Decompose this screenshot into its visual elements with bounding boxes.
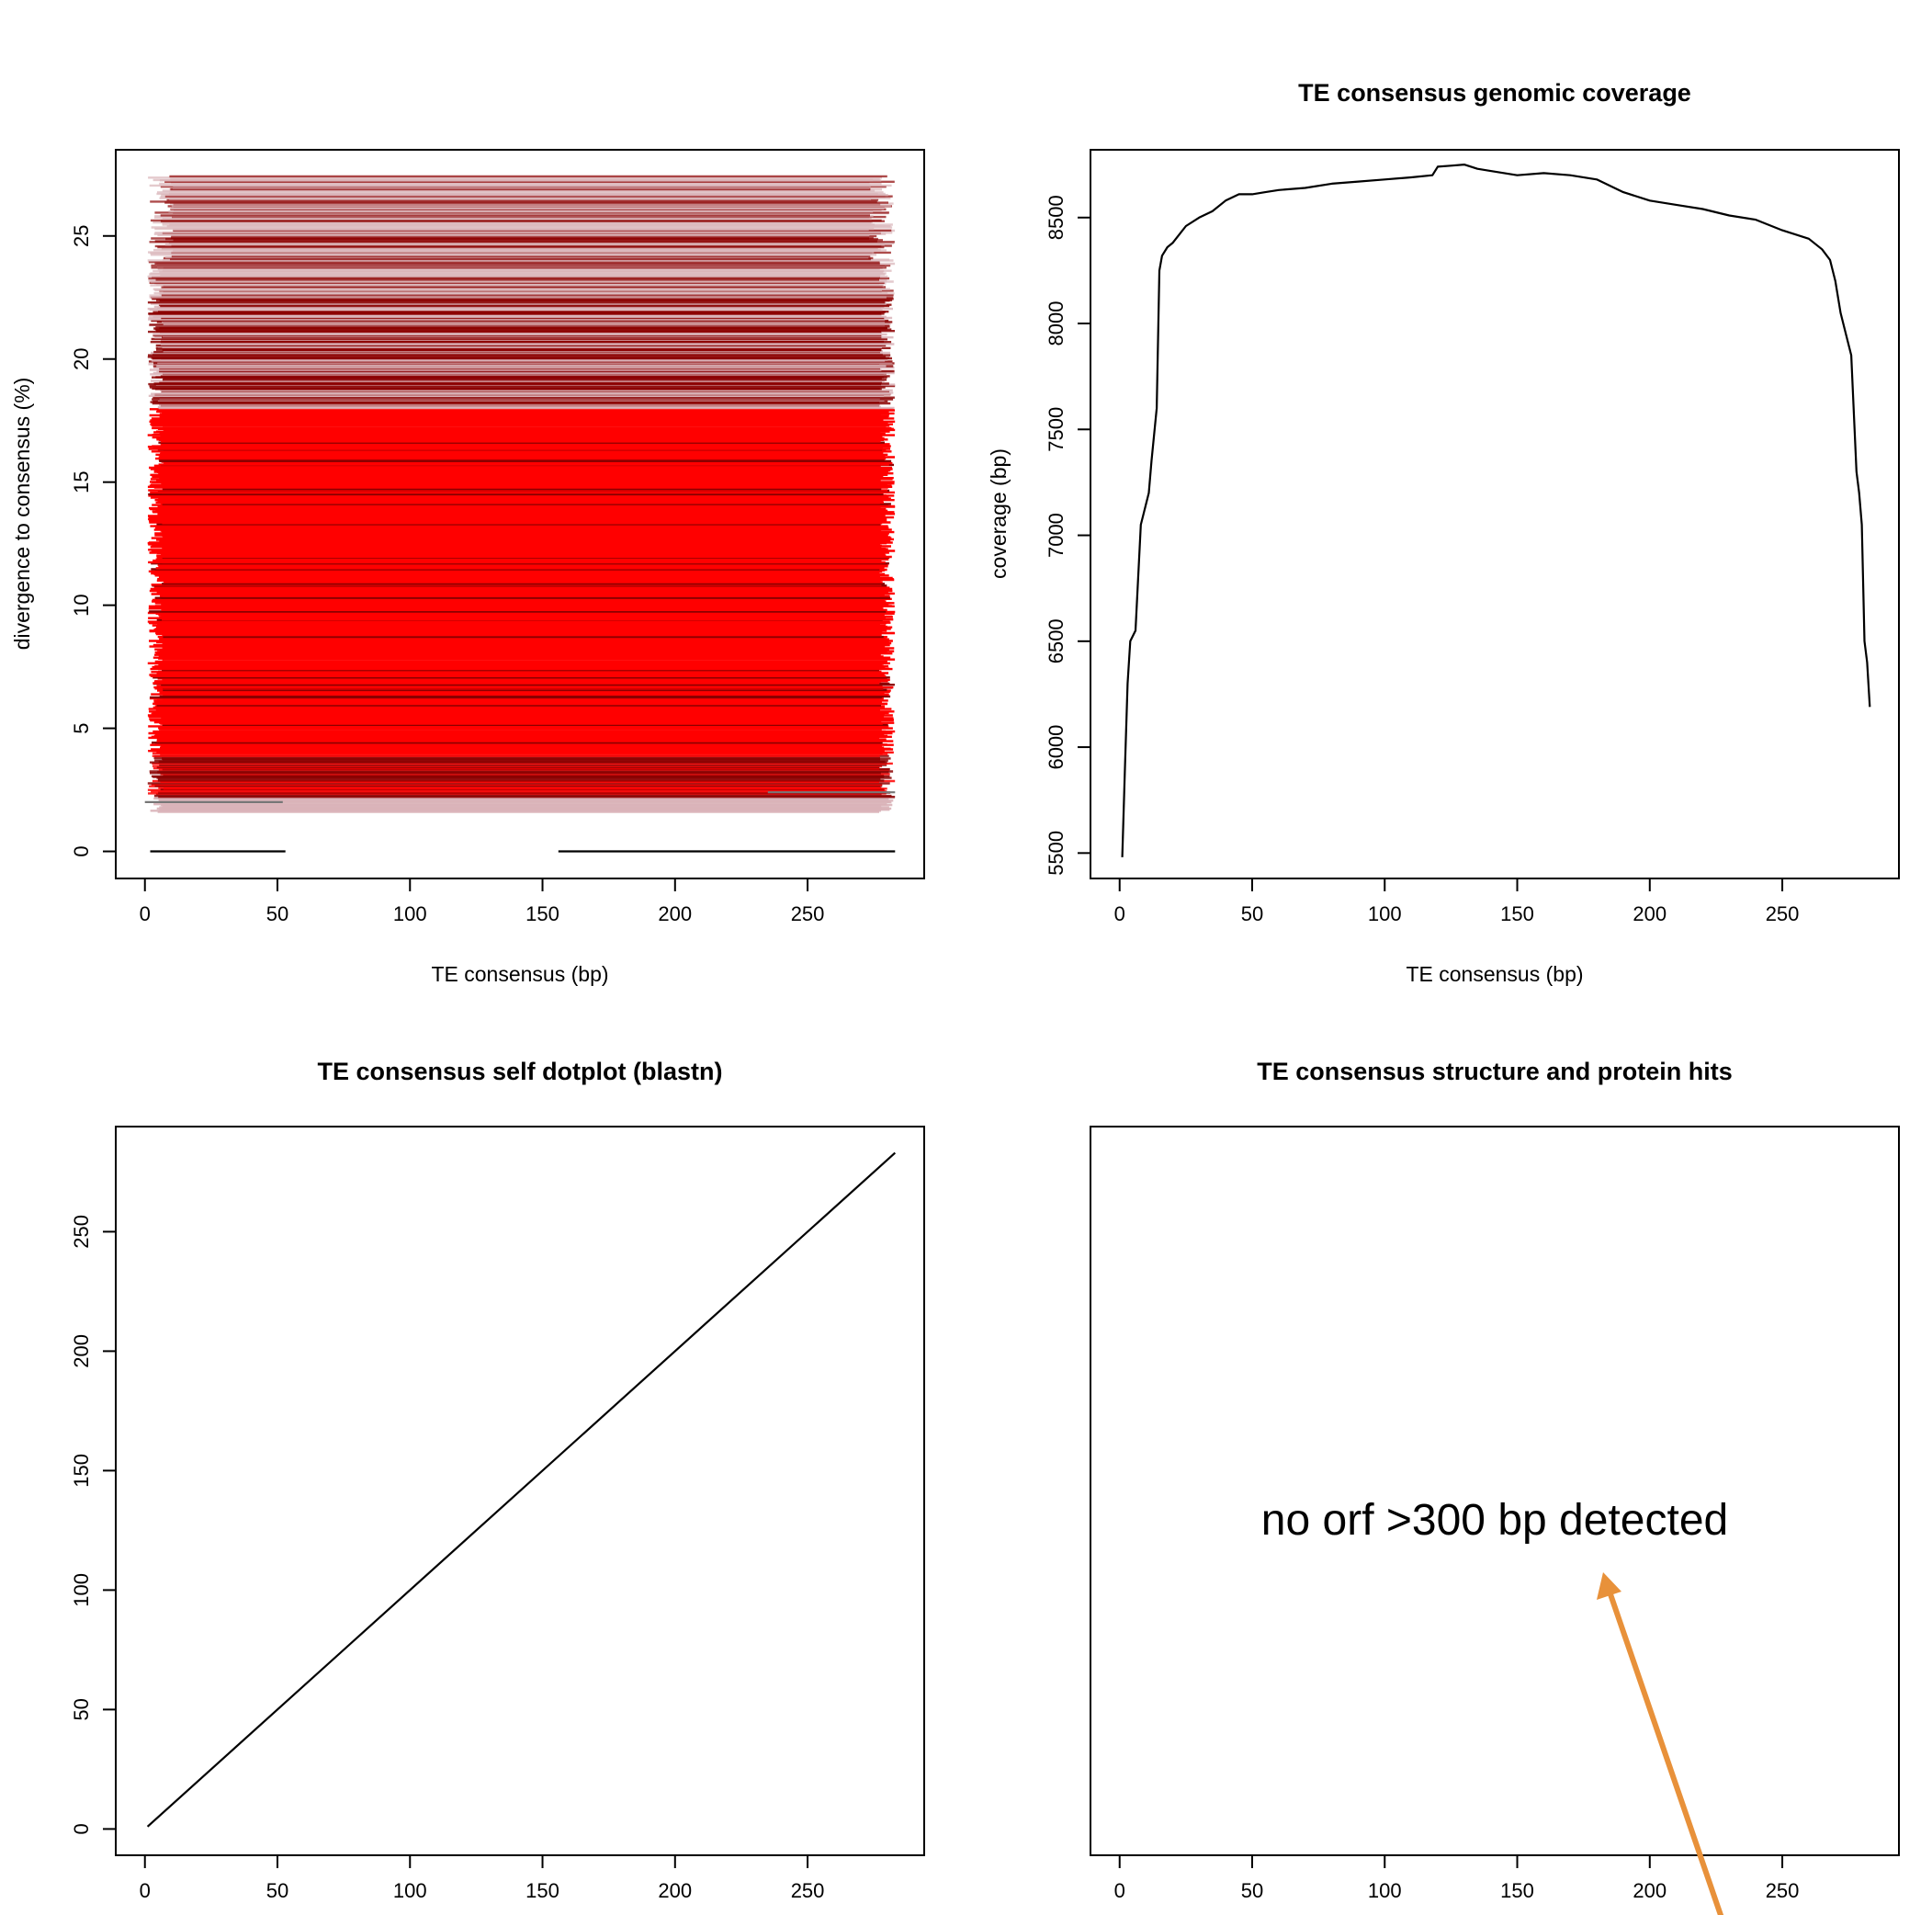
y-tick-label: 5500 — [1045, 831, 1068, 876]
x-tick-label: 100 — [393, 902, 427, 925]
dotplot-line — [146, 1151, 897, 1828]
x-tick-label: 200 — [658, 902, 692, 925]
x-tick-label: 50 — [266, 1879, 288, 1902]
x-tick-label: 50 — [266, 902, 288, 925]
y-axis: 0 5 10 15 20 25 — [70, 225, 117, 857]
plot-frame — [1090, 1126, 1900, 1856]
x-tick-label: 250 — [1766, 902, 1800, 925]
x-tick-label: 250 — [1766, 1879, 1800, 1902]
arrow-shaft — [1608, 1593, 1724, 1915]
panel-divergence: 0 50 100 150 200 250 0 5 10 15 20 25 TE consensus … — [10, 149, 925, 986]
x-tick-label: 50 — [1241, 1879, 1263, 1902]
y-axis: 0 50 100 150 200 250 — [70, 1215, 117, 1835]
y-axis: 5500 6000 6500 7000 7500 8000 8500 — [1045, 195, 1091, 876]
y-tick-label: 7500 — [1045, 407, 1068, 452]
y-tick-label: 6000 — [1045, 725, 1068, 770]
x-tick-label: 200 — [1633, 902, 1666, 925]
y-tick-label: 7000 — [1045, 513, 1068, 558]
y-axis-label: coverage (bp) — [987, 448, 1011, 579]
x-tick-label: 0 — [1114, 902, 1125, 925]
x-tick-label: 0 — [140, 1879, 151, 1902]
x-axis: 0 50 100 150 200 250 — [1114, 878, 1800, 925]
y-tick-label: 25 — [70, 225, 93, 247]
panel-dotplot: TE consensus self dotplot (blastn) 0 50 10… — [70, 1058, 925, 1902]
y-tick-label: 5 — [70, 722, 93, 733]
x-axis-label: TE consensus (bp) — [1406, 962, 1583, 986]
panel-coverage: TE consensus genomic coverage 0 50 100 150 2… — [987, 79, 1900, 986]
x-axis-label: TE consensus (bp) — [431, 962, 608, 986]
annotation-arrow — [1597, 1572, 1724, 1915]
x-tick-label: 100 — [393, 1879, 427, 1902]
x-tick-label: 50 — [1241, 902, 1263, 925]
chart-title: TE consensus structure and protein hits — [1257, 1058, 1733, 1085]
y-axis-label: divergence to consensus (%) — [10, 378, 34, 651]
x-tick-label: 150 — [1500, 1879, 1534, 1902]
y-tick-label: 50 — [70, 1698, 93, 1720]
x-tick-label: 200 — [658, 1879, 692, 1902]
x-tick-label: 100 — [1368, 1879, 1402, 1902]
chart-title: TE consensus self dotplot (blastn) — [317, 1058, 722, 1085]
y-tick-label: 6500 — [1045, 618, 1068, 663]
arrow-head — [1597, 1572, 1621, 1600]
y-tick-label: 15 — [70, 470, 93, 493]
y-tick-label: 20 — [70, 347, 93, 369]
y-tick-label: 150 — [70, 1454, 93, 1488]
x-axis: 0 50 100 150 200 250 — [140, 878, 825, 925]
y-tick-label: 0 — [70, 1823, 93, 1834]
y-tick-label: 10 — [70, 594, 93, 616]
x-tick-label: 250 — [791, 1879, 825, 1902]
y-tick-label: 8500 — [1045, 195, 1068, 240]
y-tick-label: 0 — [70, 845, 93, 856]
y-tick-label: 8000 — [1045, 301, 1068, 346]
panel-structure: TE consensus structure and protein hits … — [1090, 1058, 1900, 1902]
x-tick-label: 250 — [791, 902, 825, 925]
x-axis: 0 50 100 150 200 250 — [1114, 1854, 1800, 1902]
x-tick-label: 150 — [525, 902, 559, 925]
chart-title: TE consensus genomic coverage — [1298, 79, 1691, 107]
x-tick-label: 0 — [1114, 1879, 1125, 1902]
divergence-segments — [144, 175, 896, 853]
y-tick-label: 200 — [70, 1334, 93, 1368]
plot-frame — [1090, 149, 1900, 879]
y-tick-label: 250 — [70, 1215, 93, 1249]
y-tick-label: 100 — [70, 1573, 93, 1607]
x-tick-label: 150 — [1500, 902, 1534, 925]
x-tick-label: 200 — [1633, 1879, 1666, 1902]
coverage-line — [1121, 164, 1871, 857]
x-tick-label: 0 — [140, 902, 151, 925]
no-orf-message: no orf >300 bp detected — [1261, 1496, 1728, 1545]
x-tick-label: 100 — [1368, 902, 1402, 925]
x-axis: 0 50 100 150 200 250 — [140, 1854, 825, 1902]
x-tick-label: 150 — [525, 1879, 559, 1902]
